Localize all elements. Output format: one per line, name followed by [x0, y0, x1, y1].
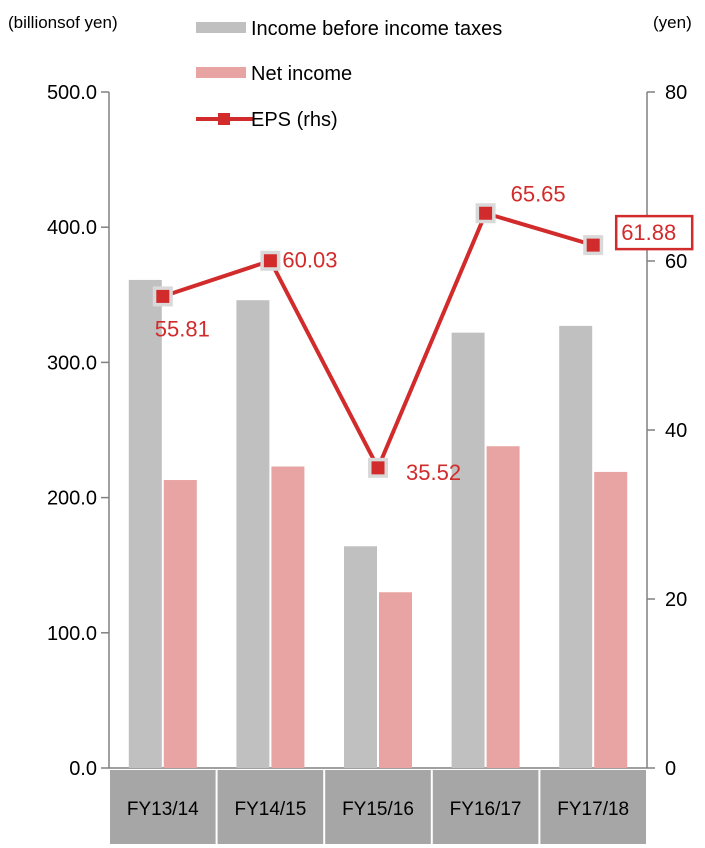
left-tick-label: 100.0: [47, 623, 97, 645]
bar-net-income: [379, 592, 412, 768]
category-label: FY13/14: [127, 799, 199, 820]
legend-marker-eps: [218, 113, 230, 125]
bar-income-before-taxes: [344, 546, 377, 768]
category-box: [540, 770, 646, 844]
bar-income-before-taxes: [128, 279, 162, 768]
left-tick-label: 200.0: [47, 488, 97, 510]
legend-label-eps: EPS (rhs): [251, 109, 338, 131]
legend: Income before income taxes Net income EP…: [196, 18, 502, 131]
bar-income-before-taxes: [559, 325, 593, 768]
right-axis-ticks: 0 20 40 60 80: [647, 82, 687, 780]
bar-net-income: [594, 471, 628, 768]
eps-data-label: 35.52: [406, 460, 461, 485]
category-box: [110, 770, 216, 844]
eps-data-label: 61.88: [621, 220, 676, 245]
eps-label-box: [614, 214, 694, 251]
eps-marker: [479, 206, 493, 220]
category-axis: FY13/14 FY14/15 FY15/16 FY16/17 FY17/18: [110, 770, 646, 844]
category-label: FY14/15: [234, 799, 306, 820]
category-label: FY16/17: [450, 799, 522, 820]
bar-income-before-taxes: [236, 300, 270, 768]
legend-swatch-net-income: [196, 67, 246, 78]
eps-marker: [586, 238, 600, 252]
category-box: [432, 770, 539, 844]
eps-data-label: 55.81: [155, 316, 210, 341]
eps-series: 55.81 60.03 35.52 65.65 61.88: [152, 181, 694, 485]
bar-income-before-taxes: [451, 332, 485, 768]
right-tick-label: 40: [665, 420, 687, 442]
eps-line: [162, 211, 594, 470]
legend-label-income-before-taxes: Income before income taxes: [251, 18, 502, 40]
eps-marker: [371, 461, 385, 475]
legend-label-net-income: Net income: [251, 63, 352, 85]
right-tick-label: 0: [665, 758, 676, 780]
eps-marker: [156, 289, 170, 303]
bar-net-income: [486, 446, 520, 768]
eps-data-label: 65.65: [511, 181, 566, 206]
left-tick-label: 300.0: [47, 352, 97, 374]
bar-net-income: [163, 480, 197, 768]
left-tick-label: 500.0: [47, 82, 97, 104]
eps-data-label: 60.03: [282, 248, 337, 273]
eps-marker: [263, 254, 277, 268]
category-label: FY17/18: [557, 799, 629, 820]
right-tick-label: 80: [665, 82, 687, 104]
right-tick-label: 20: [665, 589, 687, 611]
category-box: [217, 770, 324, 844]
right-axis-unit-label: (yen): [653, 13, 692, 32]
left-tick-label: 0.0: [69, 758, 97, 780]
bar-net-income: [271, 466, 305, 768]
legend-swatch-income-before-taxes: [196, 22, 246, 33]
left-axis-ticks: 0.0 100.0 200.0 300.0 400.0 500.0: [47, 82, 109, 780]
left-tick-label: 400.0: [47, 217, 97, 239]
right-tick-label: 60: [665, 251, 687, 273]
category-label: FY15/16: [342, 799, 414, 820]
category-box: [325, 770, 431, 844]
left-axis-unit-label: (billionsof yen): [8, 13, 118, 32]
bars: [128, 279, 628, 768]
